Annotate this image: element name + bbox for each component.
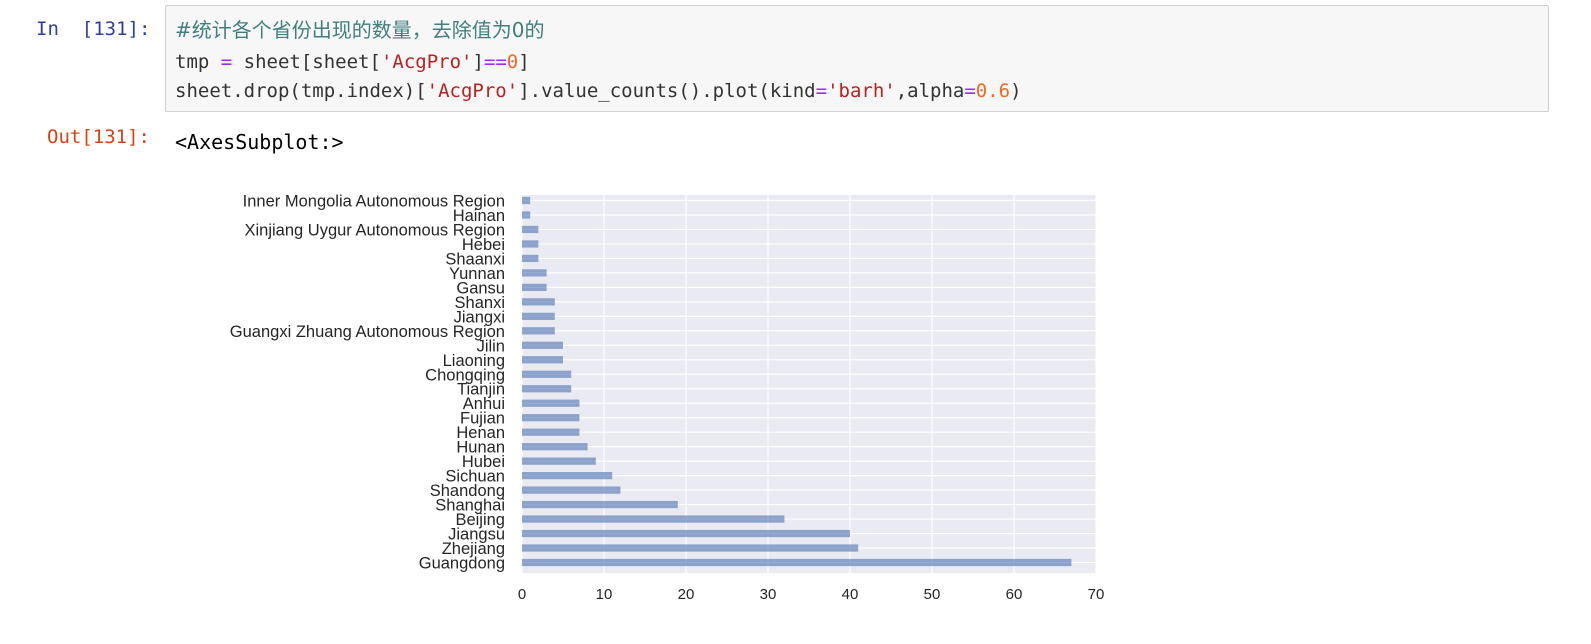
- x-tick-label: 10: [596, 586, 613, 603]
- y-tick-label: Shanghai: [435, 497, 505, 515]
- bar: [522, 196, 531, 205]
- bar: [522, 385, 572, 393]
- barh-chart: GuangdongZhejiangJiangsuBeijingShanghaiS…: [230, 193, 1105, 604]
- code-comment: #统计各个省份出现的数量，去除值为0的: [175, 18, 545, 42]
- bar: [522, 298, 555, 306]
- y-tick-labels: GuangdongZhejiangJiangsuBeijingShanghaiS…: [230, 193, 505, 573]
- bar: [522, 356, 563, 364]
- y-tick-label: Anhui: [463, 395, 505, 413]
- x-tick-label: 70: [1088, 586, 1105, 603]
- y-tick-label: Zhejiang: [442, 540, 505, 558]
- y-tick-label: Shaanxi: [445, 250, 505, 268]
- y-tick-label: Henan: [456, 424, 505, 442]
- y-tick-label: Hainan: [453, 207, 505, 225]
- y-tick-label: Guangxi Zhuang Autonomous Region: [230, 323, 505, 341]
- bar: [522, 370, 572, 378]
- y-tick-label: Xinjiang Uygur Autonomous Region: [245, 221, 506, 239]
- bar: [522, 225, 539, 234]
- bar: [522, 472, 613, 480]
- code-cell-input[interactable]: #统计各个省份出现的数量，去除值为0的 tmp = sheet[sheet['A…: [165, 5, 1549, 112]
- bar: [522, 283, 547, 291]
- bars: [522, 196, 1072, 567]
- y-tick-label: Hebei: [462, 236, 505, 254]
- output-prompt: Out[131]:: [47, 126, 150, 148]
- bar: [522, 327, 555, 335]
- y-tick-label: Hunan: [456, 439, 505, 457]
- x-tick-label: 20: [678, 586, 695, 603]
- y-tick-label: Hubei: [462, 453, 505, 471]
- bar: [522, 558, 1072, 567]
- y-tick-label: Gansu: [456, 279, 505, 297]
- bar: [522, 254, 539, 263]
- bar: [522, 414, 580, 422]
- y-tick-label: Sichuan: [445, 468, 505, 486]
- y-tick-label: Beijing: [455, 511, 505, 529]
- bar: [522, 500, 678, 509]
- bar: [522, 515, 785, 523]
- bar: [522, 529, 850, 538]
- input-prompt: In [131]:: [36, 18, 151, 40]
- y-tick-label: Chongqing: [425, 366, 505, 384]
- x-tick-labels: 0 10 20 30 40 50 60 70: [518, 586, 1105, 603]
- bar: [522, 544, 859, 552]
- y-tick-label: Shandong: [430, 482, 505, 500]
- bar: [522, 269, 547, 277]
- bar: [522, 486, 621, 494]
- bar: [522, 240, 539, 248]
- bar: [522, 443, 588, 451]
- y-tick-label: Jiangxi: [454, 308, 505, 326]
- bar: [522, 399, 580, 407]
- x-tick-label: 40: [842, 586, 859, 603]
- y-tick-label: Tianjin: [457, 381, 505, 399]
- bar: [522, 457, 596, 465]
- output-text: <AxesSubplot:>: [175, 130, 344, 154]
- x-tick-label: 50: [924, 586, 941, 603]
- x-tick-label: 30: [760, 586, 777, 603]
- y-tick-label: Guangdong: [419, 555, 505, 573]
- y-tick-label: Jiangsu: [448, 526, 505, 544]
- y-tick-label: Inner Mongolia Autonomous Region: [243, 193, 505, 211]
- y-tick-label: Yunnan: [449, 265, 505, 283]
- bar: [522, 428, 580, 436]
- x-tick-label: 60: [1006, 586, 1023, 603]
- bar: [522, 211, 531, 219]
- bar: [522, 312, 555, 320]
- y-tick-label: Shanxi: [455, 294, 505, 312]
- bar: [522, 341, 563, 349]
- y-tick-label: Fujian: [460, 410, 505, 428]
- code-line-3: sheet.drop(tmp.index)['AcgPro'].value_co…: [175, 80, 1022, 102]
- code-line-2: tmp = sheet[sheet['AcgPro']==0]: [175, 51, 530, 73]
- x-tick-label: 0: [518, 586, 526, 603]
- y-tick-label: Jilin: [477, 337, 505, 355]
- y-tick-label: Liaoning: [443, 352, 505, 370]
